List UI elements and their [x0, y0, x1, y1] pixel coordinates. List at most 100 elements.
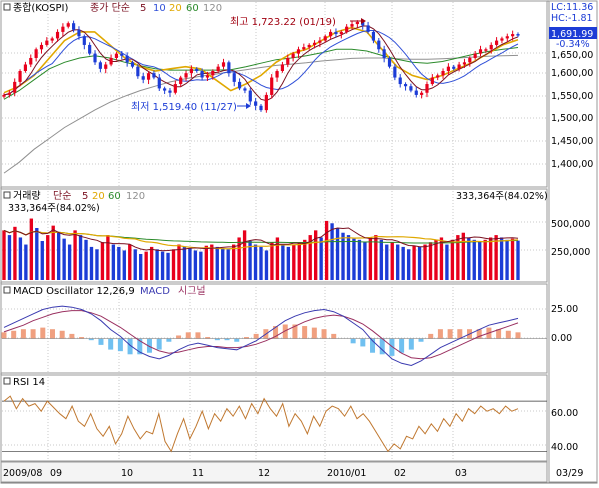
oscillator-bar	[1, 332, 7, 339]
price-tick-label: 1,600,00	[551, 68, 593, 79]
oscillator-bar	[166, 338, 172, 342]
candle-body	[436, 75, 440, 78]
candle-body	[237, 81, 242, 89]
volume-bar	[456, 235, 460, 280]
oscillator-bar	[146, 338, 152, 353]
candle-body	[494, 40, 499, 45]
candle-body	[55, 31, 60, 39]
macd-panel[interactable]	[0, 283, 548, 374]
candle-body	[248, 90, 252, 102]
candle-body	[361, 21, 365, 26]
candle-body	[350, 24, 354, 27]
legend-toggle-icon[interactable]	[3, 191, 11, 199]
volume-bar	[51, 225, 55, 280]
candle-body	[195, 68, 199, 72]
volume-bars	[2, 218, 520, 280]
oscillator-bar	[399, 338, 405, 353]
oscillator-bar	[476, 329, 482, 339]
oscillator-bar	[243, 337, 249, 339]
volume-bar	[396, 244, 400, 280]
volume-bar	[357, 239, 362, 280]
candle-body	[409, 86, 413, 91]
volume-panel[interactable]	[0, 188, 548, 283]
oscillator-bar	[127, 338, 133, 355]
candle-body	[334, 31, 338, 35]
oscillator-bar	[253, 333, 259, 339]
legend-vol-ma120: 120	[126, 191, 145, 202]
candle-body	[286, 57, 290, 65]
lc-value: LC:11.36	[551, 2, 593, 13]
candle-body	[446, 66, 450, 72]
volume-bar	[406, 249, 411, 280]
candle-body	[516, 34, 520, 36]
volume-bar	[100, 242, 105, 280]
candle-body	[200, 71, 204, 78]
volume-bar	[461, 232, 465, 280]
candle-body	[478, 49, 483, 54]
candle-body	[136, 66, 140, 77]
volume-bar	[281, 244, 285, 280]
candle-body	[366, 25, 370, 32]
candle-body	[104, 64, 108, 69]
volume-bar	[13, 226, 17, 280]
volume-bar	[35, 228, 39, 280]
oscillator-bar	[98, 338, 104, 345]
rsi-panel[interactable]	[0, 374, 548, 462]
macd-legend-macd: MACD	[140, 286, 170, 297]
high-arrowhead-icon	[361, 18, 366, 24]
volume-bar	[499, 237, 504, 280]
volume-tick-label: 250,000	[551, 247, 590, 258]
oscillator-bar	[20, 329, 26, 339]
volume-bar	[226, 249, 230, 280]
candle-body	[468, 57, 472, 63]
candle-body	[264, 94, 268, 111]
low-arrowhead-icon	[246, 103, 251, 109]
oscillator-bar	[282, 324, 288, 339]
candle-body	[45, 40, 49, 45]
volume-bar	[428, 242, 433, 280]
oscillator-bar	[49, 329, 55, 339]
candle-body	[88, 44, 92, 54]
rsi-legend-title: RSI 14	[13, 377, 45, 388]
volume-bar	[106, 235, 110, 280]
candle-body	[82, 36, 86, 45]
candle-body	[120, 53, 124, 56]
volume-bar	[177, 244, 181, 280]
legend-toggle-icon[interactable]	[3, 3, 11, 11]
candle-body	[393, 66, 397, 78]
oscillator-bar	[108, 338, 114, 350]
oscillator-bar	[11, 330, 17, 339]
volume-bar	[166, 252, 170, 280]
legend-toggle-icon[interactable]	[3, 377, 11, 385]
price-panel[interactable]	[0, 0, 548, 188]
volume-bar	[117, 246, 121, 280]
legend-ma20: 20	[169, 3, 182, 14]
oscillator-bar	[331, 333, 337, 339]
legend-toggle-icon[interactable]	[3, 286, 11, 294]
volume-bar	[231, 244, 236, 280]
candle-body	[420, 92, 424, 95]
oscillator-bar	[311, 327, 317, 339]
candle-body	[387, 57, 392, 67]
volume-legend-title: 거래량	[13, 190, 41, 202]
candle-body	[109, 57, 113, 65]
candle-body	[345, 26, 349, 32]
candle-body	[511, 34, 515, 37]
volume-bar	[324, 220, 329, 280]
oscillator-bar	[302, 326, 308, 339]
volume-bar	[450, 239, 455, 280]
rsi-tick-label: 60.00	[551, 408, 578, 419]
oscillator-bar	[205, 337, 211, 339]
volume-bar	[242, 230, 247, 280]
volume-bar	[368, 237, 373, 280]
candle-body	[66, 23, 70, 27]
volume-bar	[29, 218, 34, 280]
volume-bar	[67, 244, 72, 280]
candle-body	[98, 62, 102, 69]
oscillator-bar	[505, 330, 511, 339]
volume-bar	[483, 239, 487, 280]
candlesticks	[2, 19, 520, 113]
volume-bar	[111, 244, 116, 280]
oscillator-bar	[389, 338, 395, 356]
